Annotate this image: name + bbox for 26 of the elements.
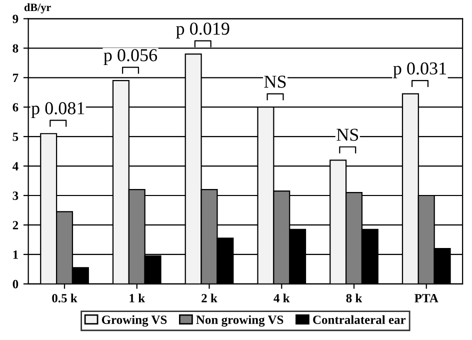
- y-tick-label: 2: [12, 221, 18, 230]
- y-tick-label: 9: [12, 14, 18, 24]
- y-tick-label: 7: [13, 74, 18, 82]
- y-tick-label: 6: [12, 103, 18, 112]
- y-tick-label: 4: [12, 162, 18, 170]
- x-tick-label: 0.5 k: [52, 294, 78, 302]
- annotation: p 0.081: [31, 102, 84, 118]
- annotation: p 0.019: [176, 22, 230, 38]
- y-axis-title: dB/yr: [24, 3, 51, 14]
- legend-label: Non growing VS: [196, 315, 284, 327]
- legend-label: Contralateral ear: [313, 315, 406, 324]
- y-tick-label: 0: [12, 280, 18, 288]
- y-tick-label: 3: [12, 192, 18, 200]
- y-tick-label: 1: [13, 250, 18, 259]
- x-tick-label: 1 k: [130, 294, 146, 302]
- x-tick-label: 8 k: [346, 294, 362, 302]
- annotation: p 0.031: [393, 62, 446, 78]
- annotation: NS: [336, 128, 358, 141]
- annotation: p 0.056: [104, 49, 158, 65]
- y-tick-label: 5: [12, 132, 18, 142]
- legend-label: Growing VS: [102, 315, 167, 327]
- annotation: NS: [264, 76, 286, 88]
- y-tick-label: 8: [12, 44, 18, 53]
- x-tick-label: 2 k: [202, 294, 218, 302]
- x-tick-label: 4 k: [274, 294, 290, 302]
- x-tick-label: PTA: [414, 294, 438, 302]
